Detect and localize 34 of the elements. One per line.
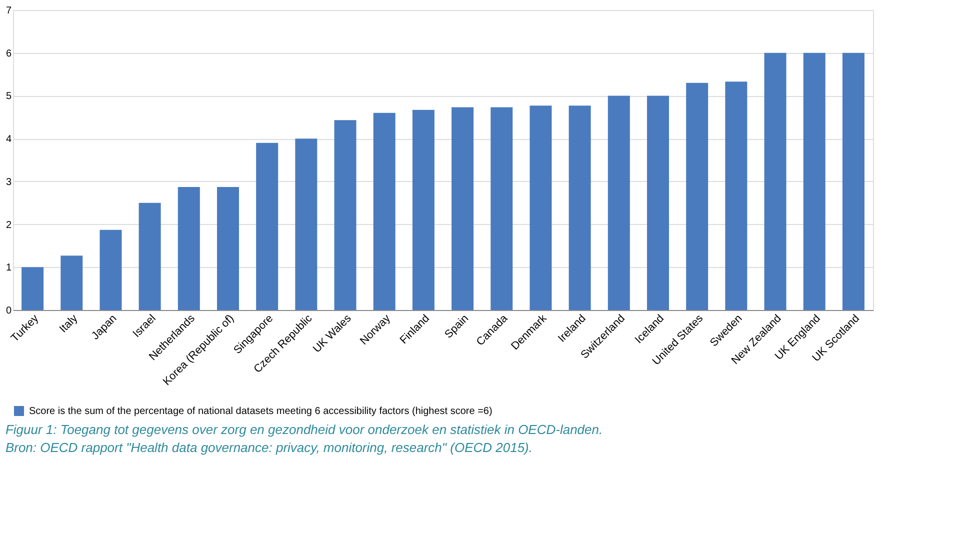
- bar: [334, 120, 356, 310]
- y-tick-label: 0: [6, 306, 12, 316]
- y-tick-label: 3: [6, 176, 12, 188]
- bar: [178, 187, 200, 310]
- bar: [686, 82, 708, 310]
- bar: [647, 96, 669, 310]
- bar: [100, 230, 122, 310]
- bar: [842, 52, 864, 310]
- bar: [373, 112, 396, 310]
- y-tick-label: 4: [6, 134, 12, 146]
- text: Figuur 1: Toegang tot gegevens over zorg en gezondheid voor onderzoek en statistiek in OECD-landen.: [5, 422, 603, 437]
- x-tick-label: Italy: [57, 312, 80, 336]
- bar: [256, 142, 278, 310]
- y-tick-label: 1: [6, 262, 12, 274]
- bar: [138, 202, 161, 310]
- bar: [217, 187, 239, 310]
- bar: [60, 256, 83, 310]
- y-tick-label: 5: [6, 91, 12, 102]
- bar: [725, 82, 748, 310]
- bar: [295, 138, 318, 310]
- bar: [412, 110, 434, 310]
- bar: [608, 96, 630, 310]
- bar: [22, 267, 44, 310]
- y-tick-label: 2: [6, 220, 12, 231]
- bar: [530, 106, 552, 310]
- bar: [490, 107, 513, 310]
- bar: [803, 52, 826, 310]
- y-tick-label: 7: [6, 6, 12, 16]
- bar: [568, 106, 591, 310]
- legend-label: Score is the sum of the percentage of national datasets meeting 6 accessibility factors (highest score =6): [29, 406, 492, 417]
- text: Bron: OECD rapport "Health data governance: privacy, monitoring, research" (OECD 2015).: [5, 440, 532, 455]
- y-tick-label: 6: [6, 48, 12, 60]
- bar: [764, 52, 786, 310]
- bar: [452, 107, 474, 310]
